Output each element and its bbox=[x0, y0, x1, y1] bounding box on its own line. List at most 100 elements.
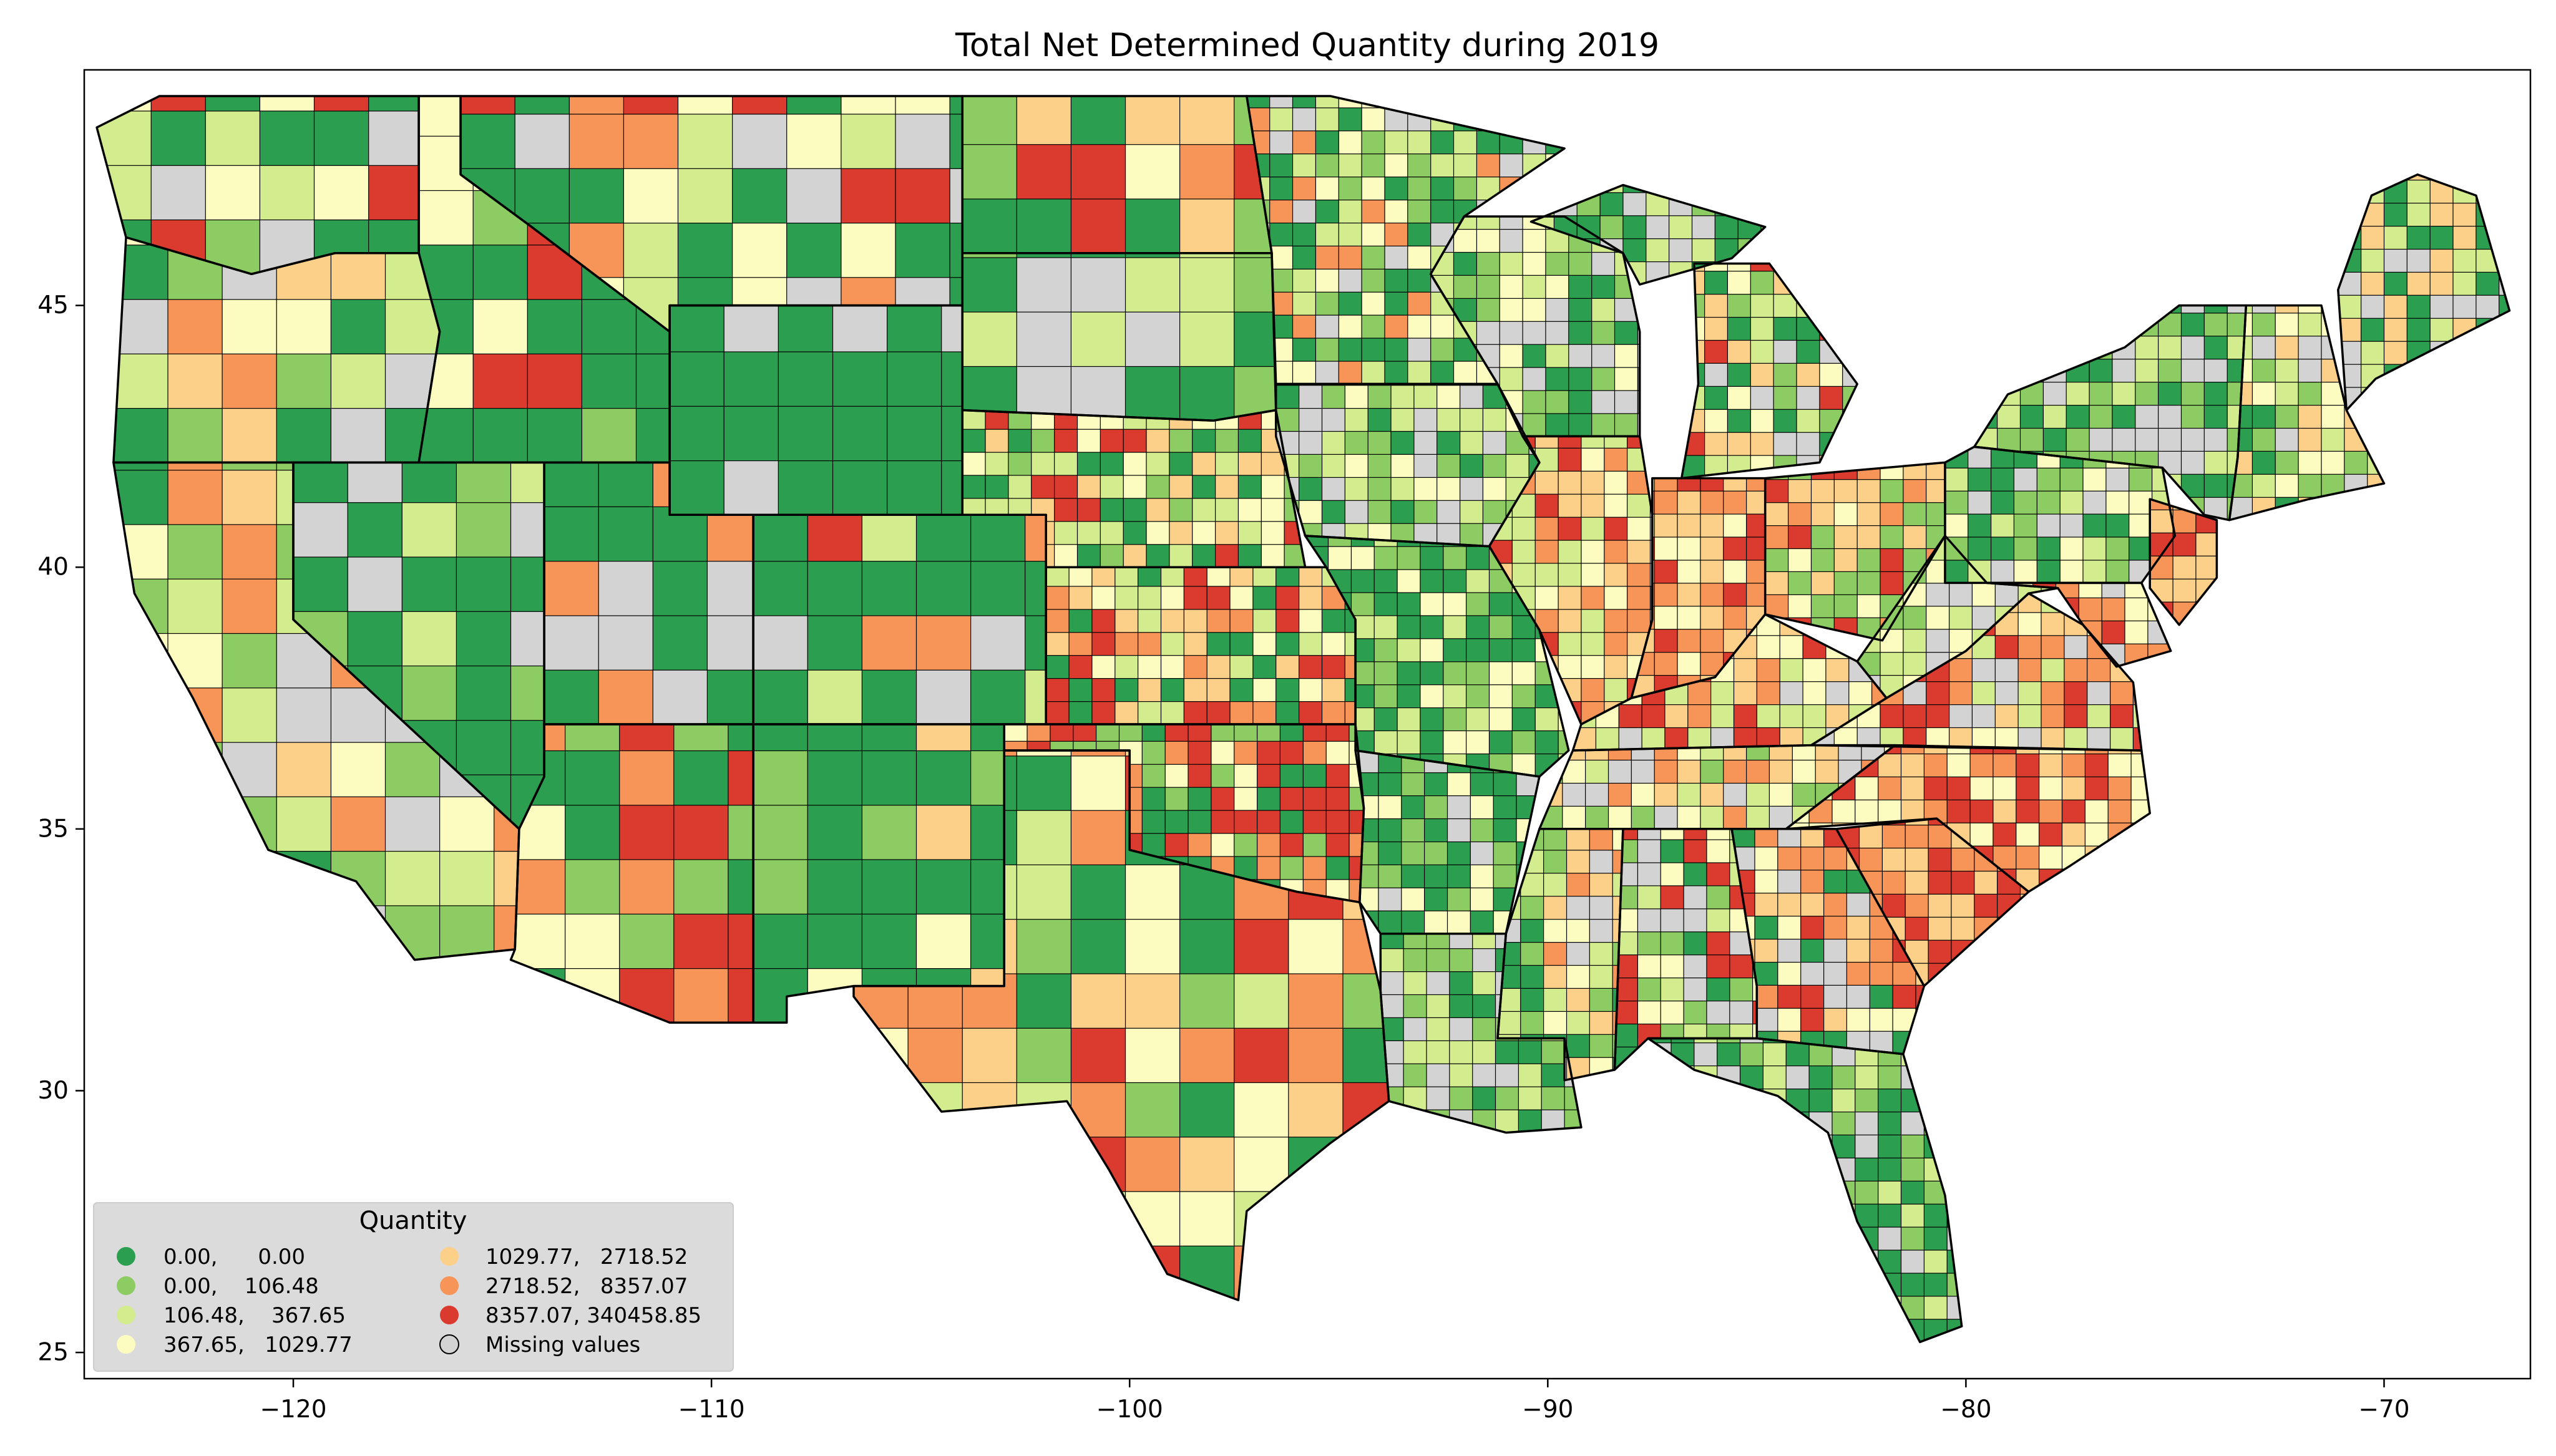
state-border-nc bbox=[1785, 744, 2151, 893]
county-cell bbox=[1518, 1063, 1543, 1087]
county-cell bbox=[581, 299, 637, 355]
county-cell bbox=[2064, 704, 2088, 729]
county-cell bbox=[1683, 838, 1708, 863]
county-cell bbox=[1124, 311, 1181, 367]
county-cell bbox=[1344, 677, 1356, 702]
county-cell bbox=[1031, 429, 1055, 453]
county-cell bbox=[1453, 228, 1478, 253]
county-cell bbox=[276, 407, 332, 463]
county-cell bbox=[2089, 358, 2114, 383]
county-cell bbox=[1704, 409, 1729, 433]
county-cell bbox=[1470, 887, 1495, 911]
county-cell bbox=[2158, 312, 2182, 337]
county-cell bbox=[1342, 1027, 1389, 1084]
county-cell bbox=[1522, 274, 1547, 299]
county-cell bbox=[1855, 1157, 1879, 1182]
county-cell bbox=[1407, 314, 1432, 339]
county-cell bbox=[1446, 772, 1471, 797]
county-cell bbox=[1234, 832, 1258, 857]
county-cell bbox=[1654, 782, 1679, 807]
county-cell bbox=[1488, 614, 1513, 639]
county-cell bbox=[1993, 753, 2017, 778]
county-cell bbox=[510, 913, 566, 969]
county-cell bbox=[2016, 822, 2040, 847]
county-cell bbox=[1788, 548, 1812, 573]
county-cell bbox=[1070, 253, 1126, 258]
county-cell bbox=[1612, 828, 1623, 851]
county-cell bbox=[728, 724, 754, 752]
x-tick-label: −100 bbox=[1096, 1395, 1163, 1424]
county-cell bbox=[1802, 658, 1827, 682]
x-tick-label: −80 bbox=[1940, 1395, 1991, 1424]
county-cell bbox=[2203, 381, 2228, 406]
county-cell bbox=[1779, 681, 1804, 706]
county-cell bbox=[1206, 677, 1231, 702]
county-cell bbox=[527, 299, 583, 355]
county-cell bbox=[1449, 971, 1473, 996]
county-cell bbox=[1881, 847, 1906, 872]
county-cell bbox=[1765, 548, 1789, 573]
county-cell bbox=[1141, 809, 1166, 834]
county-cell bbox=[1869, 961, 1894, 986]
county-cell bbox=[2064, 681, 2088, 706]
county-cell bbox=[962, 410, 987, 430]
county-cell bbox=[1338, 176, 1363, 201]
county-cell bbox=[1482, 407, 1507, 432]
county-cell bbox=[2082, 467, 2107, 492]
county-cell bbox=[222, 462, 278, 471]
county-cell bbox=[1397, 568, 1422, 593]
county-cell bbox=[1900, 1249, 1925, 1274]
county-cell bbox=[347, 556, 403, 612]
county-cell bbox=[1810, 525, 1835, 550]
county-cell bbox=[2110, 727, 2134, 750]
county-cell bbox=[2129, 467, 2153, 492]
county-cell bbox=[728, 913, 754, 969]
county-cell bbox=[1137, 677, 1162, 702]
county-cell bbox=[1637, 1000, 1662, 1025]
county-cell bbox=[1160, 677, 1185, 702]
county-cell bbox=[1276, 608, 1300, 633]
county-cell bbox=[670, 305, 725, 352]
county-cell bbox=[1476, 298, 1501, 322]
county-cell bbox=[1997, 404, 2021, 429]
county-cell bbox=[1338, 222, 1363, 247]
county-cell bbox=[1031, 451, 1055, 476]
county-cell bbox=[1472, 1063, 1496, 1087]
county-cell bbox=[1855, 799, 1879, 823]
county-cell bbox=[1124, 973, 1181, 1029]
county-cell bbox=[941, 405, 963, 462]
county-cell bbox=[568, 168, 625, 224]
county-cell bbox=[1472, 994, 1496, 1019]
county-cell bbox=[1534, 517, 1559, 541]
county-cell bbox=[753, 804, 809, 860]
county-cell bbox=[1946, 776, 1971, 800]
x-tick: −70 bbox=[2358, 1379, 2410, 1424]
county-cell bbox=[2039, 845, 2063, 870]
legend-label: 1029.77, 2718.52 bbox=[485, 1245, 688, 1269]
county-cell bbox=[1269, 176, 1294, 201]
county-cell bbox=[564, 750, 620, 806]
county-cell bbox=[970, 515, 1026, 562]
county-cell bbox=[1823, 846, 1848, 871]
county-cell bbox=[1183, 677, 1208, 702]
county-cell bbox=[1338, 130, 1363, 155]
county-cell bbox=[1115, 567, 1139, 587]
county-cell bbox=[1779, 704, 1804, 729]
county-cell bbox=[1727, 362, 1752, 387]
county-cell bbox=[1361, 130, 1386, 155]
county-cell bbox=[1252, 608, 1277, 633]
legend-swatch bbox=[117, 1247, 135, 1266]
county-cell bbox=[778, 405, 834, 462]
county-cell bbox=[1449, 1017, 1473, 1042]
county-cell bbox=[915, 858, 972, 915]
county-cell bbox=[167, 469, 223, 525]
county-cell bbox=[985, 429, 1010, 453]
county-cell bbox=[1046, 701, 1070, 724]
x-tick: −80 bbox=[1940, 1379, 1992, 1424]
county-cell bbox=[2321, 404, 2346, 429]
county-cell bbox=[1534, 562, 1559, 587]
county-cell bbox=[1124, 96, 1181, 145]
county-cell bbox=[619, 804, 675, 860]
county-cell bbox=[1660, 977, 1685, 1002]
county-cell bbox=[1900, 753, 1925, 778]
